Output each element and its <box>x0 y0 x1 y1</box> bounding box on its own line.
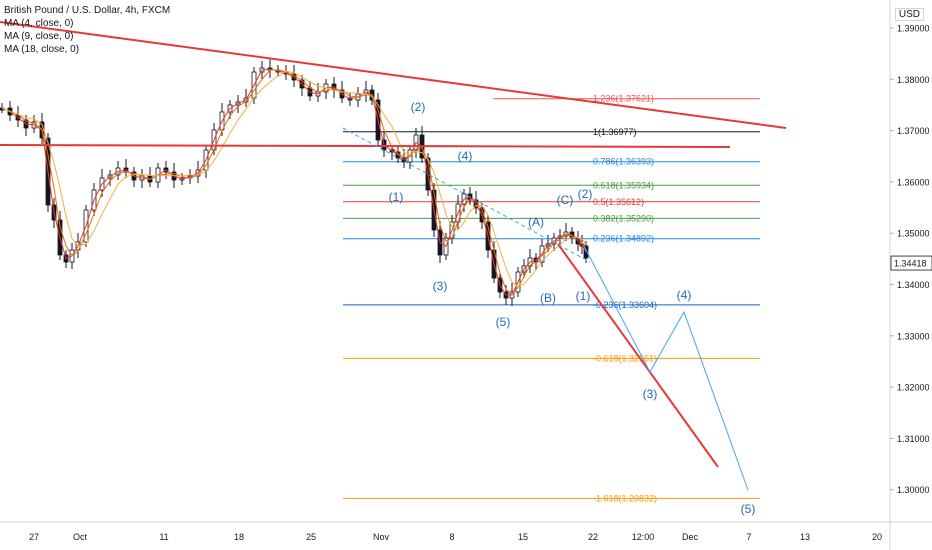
last-price-tag <box>890 255 932 271</box>
last-price-label: 1.34418 <box>894 259 927 269</box>
wave-label: (5) <box>741 502 756 516</box>
x-tick-label: 20 <box>872 532 882 542</box>
fib-level-label: 0.236(1.34892) <box>593 234 654 244</box>
currency-label[interactable]: USD <box>894 8 924 21</box>
ma-4-label[interactable]: MA (4, close, 0) <box>4 18 74 29</box>
wave-label: (1) <box>576 289 591 303</box>
fib-level-label: -0.236(1.33604) <box>593 300 657 310</box>
horizontal-resistance-line[interactable] <box>0 144 731 148</box>
wave-label: (B) <box>540 291 556 305</box>
wave-label: (1) <box>389 190 404 204</box>
projected-trendline[interactable] <box>557 243 719 468</box>
y-tick-label: 1.38000 <box>897 75 930 85</box>
ma-4-line <box>1 68 587 296</box>
x-tick-label: Dec <box>682 532 699 542</box>
x-tick-label: Nov <box>373 532 390 542</box>
dashed-channel-line <box>342 127 591 263</box>
y-tick-label: 1.32000 <box>897 383 930 393</box>
wave-label: (5) <box>496 315 511 329</box>
x-tick-label: 22 <box>588 532 598 542</box>
x-tick-label: 18 <box>234 532 244 542</box>
ma-18-label[interactable]: MA (18, close, 0) <box>4 44 80 55</box>
fib-level-label: 1.236(1.37621) <box>593 94 654 104</box>
x-tick-label: 8 <box>449 532 454 542</box>
wave-label: (A) <box>528 215 544 229</box>
y-tick-label: 1.35000 <box>897 229 930 239</box>
wave-projection-path[interactable] <box>583 245 749 491</box>
ma-18-line <box>1 70 587 287</box>
x-tick-label: 12:00 <box>632 532 655 542</box>
fib-level-label: 1(1.36977) <box>593 127 637 137</box>
fib-level-label: 0.618(1.35934) <box>593 180 654 190</box>
x-tick-label: 13 <box>800 532 810 542</box>
wave-label: (2) <box>411 100 426 114</box>
wave-label: (4) <box>677 288 692 302</box>
x-tick-label: 7 <box>746 532 751 542</box>
y-tick-label: 1.34000 <box>897 280 930 290</box>
wave-label: (3) <box>433 279 448 293</box>
fib-level-label: 0.786(1.36393) <box>593 157 654 167</box>
chart-legend: British Pound / U.S. Dollar, 4h, FXCM MA… <box>4 4 170 56</box>
descending-trendline[interactable] <box>0 21 787 129</box>
fib-level-label: -1.618(1.29832) <box>593 493 657 503</box>
x-tick-label: 15 <box>518 532 528 542</box>
wave-label: (4) <box>458 149 473 163</box>
y-tick-label: 1.37000 <box>897 126 930 136</box>
fib-level-label: -0.618(1.32561) <box>593 353 657 363</box>
fib-level-label: 0.5(1.35612) <box>593 197 644 207</box>
chart-title: British Pound / U.S. Dollar, 4h, FXCM <box>4 5 171 16</box>
wave-label: (2) <box>578 187 593 201</box>
x-tick-label: Oct <box>73 532 88 542</box>
ma-9-label[interactable]: MA (9, close, 0) <box>4 31 74 42</box>
y-tick-label: 1.36000 <box>897 177 930 187</box>
x-tick-label: 27 <box>29 532 39 542</box>
y-tick-label: 1.39000 <box>897 24 930 34</box>
wave-label: (C) <box>557 193 574 207</box>
fib-level-label: 0.382(1.35290) <box>593 213 654 223</box>
wave-label: (3) <box>643 387 658 401</box>
y-tick-label: 1.30000 <box>897 485 930 495</box>
ma-9-line <box>1 69 587 295</box>
y-tick-label: 1.31000 <box>897 434 930 444</box>
y-tick-label: 1.33000 <box>897 331 930 341</box>
x-tick-label: 25 <box>306 532 316 542</box>
x-tick-label: 11 <box>159 532 168 542</box>
